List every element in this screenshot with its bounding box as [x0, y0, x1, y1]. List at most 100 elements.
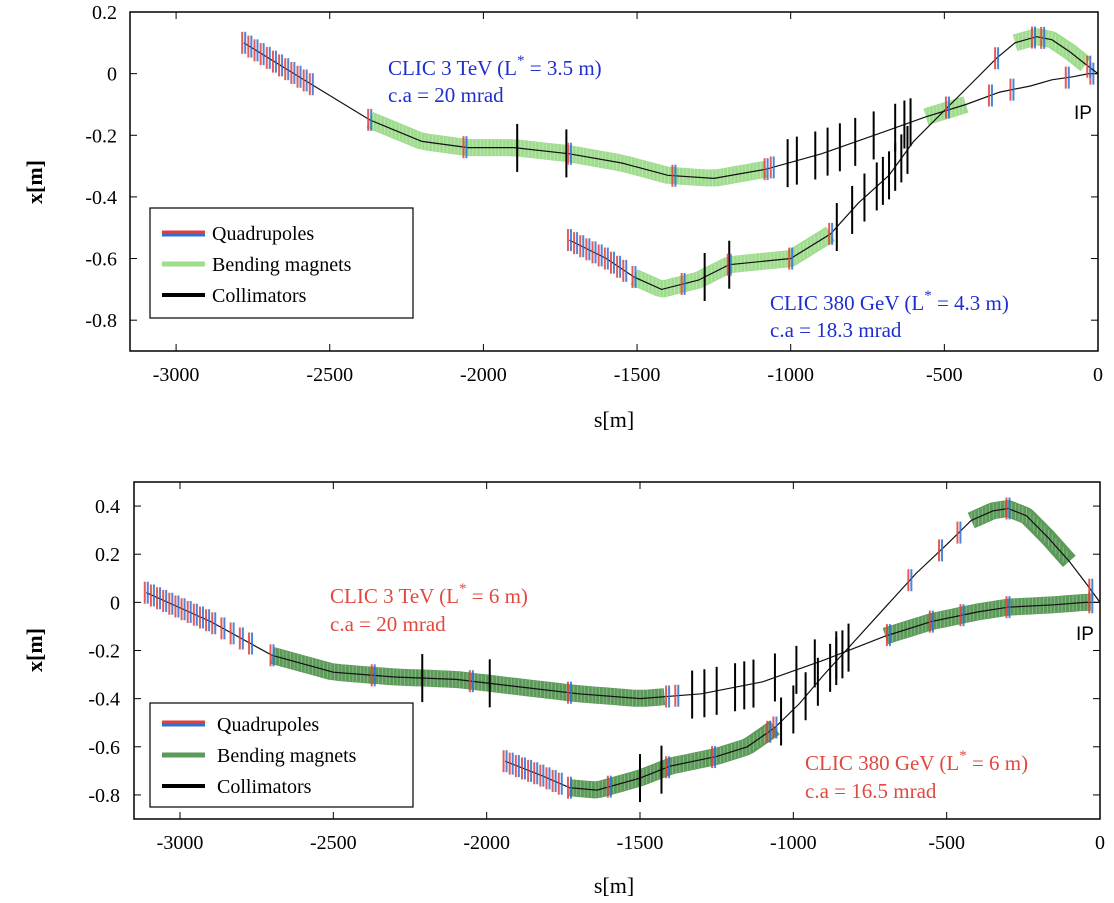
quadrupole-mark	[585, 238, 591, 261]
quadrupole-mark	[631, 266, 637, 289]
annotation-series-1: CLIC 3 TeV (L* = 3.5 m) c.a = 20 mrad	[388, 53, 602, 107]
quadrupole-mark	[603, 247, 609, 270]
quadrupole-mark	[609, 251, 615, 274]
quadrupole-mark	[885, 624, 891, 647]
quadrupole-mark	[769, 156, 775, 179]
quadrupole-mark	[162, 589, 168, 612]
legend-label: Bending magnets	[217, 745, 357, 767]
quadrupole-mark	[168, 592, 174, 615]
x-tick-label: -2500	[306, 364, 353, 386]
y-axis-ticks: 0.2 0 -0.2 -0.4 -0.6 -0.8	[85, 2, 1098, 332]
y-tick-label: 0.2	[92, 2, 117, 24]
quadrupole-mark	[259, 43, 265, 66]
beamline	[146, 592, 1100, 700]
quadrupole-mark	[907, 569, 913, 592]
quadrupole-mark	[462, 136, 468, 159]
quadrupole-mark	[606, 775, 612, 798]
y-tick-label: -0.6	[85, 249, 117, 271]
y-axis-ticks: 0.4 0.2 0 -0.2 -0.4 -0.6 -0.8	[88, 496, 1100, 807]
quadrupole-mark	[597, 244, 603, 267]
quadrupole-mark	[928, 610, 934, 633]
plot-frame	[129, 11, 1099, 352]
y-tick-label: -0.6	[88, 737, 120, 759]
quadrupole-mark	[174, 595, 180, 618]
x-tick-label: 0	[1093, 364, 1103, 386]
quadrupole-mark	[238, 627, 244, 650]
quadrupole-mark	[674, 684, 680, 707]
quadrupole-mark	[1040, 26, 1046, 49]
quadrupole-mark	[302, 69, 308, 92]
quadrupole-mark	[566, 229, 572, 252]
quadrupole-mark	[527, 759, 533, 782]
x-tick-label: -3000	[157, 832, 204, 854]
quadrupole-mark	[265, 46, 271, 69]
x-axis-label: s[m]	[594, 873, 634, 898]
quadrupole-mark	[269, 644, 275, 667]
quadrupole-mark	[772, 716, 778, 739]
x-tick-label: -2000	[460, 364, 507, 386]
svg-text:CLIC 3 TeV (L* = 3.5 m): CLIC 3 TeV (L* = 3.5 m)	[388, 53, 602, 80]
svg-text:CLIC 3 TeV (L* = 6 m): CLIC 3 TeV (L* = 6 m)	[330, 581, 528, 608]
x-axis-ticks: -3000 -2500 -2000 -1500 -1000 -500 0	[153, 12, 1103, 386]
quadrupole-mark	[220, 617, 226, 640]
quadrupole-mark	[247, 35, 253, 58]
legend-entry-collimators: Collimators	[162, 776, 312, 798]
annotation-name-rest: = 6 m)	[467, 584, 528, 608]
annotation-series-2: CLIC 380 GeV (L* = 4.3 m) c.a = 18.3 mra…	[770, 288, 1009, 342]
quadrupole-mark	[370, 664, 376, 687]
quadrupole-mark	[1064, 66, 1070, 89]
quadrupole-mark	[944, 96, 950, 119]
quadrupole-mark	[284, 58, 290, 81]
annotation-name: CLIC 3 TeV (L	[388, 56, 517, 80]
crossing-angle-label: c.a = 20 mrad	[330, 612, 446, 636]
y-tick-label: 0	[110, 592, 120, 614]
quadrupole-mark	[959, 604, 965, 627]
legend-entry-bending-magnets: Bending magnets	[162, 745, 357, 767]
annotation-series-2: CLIC 380 GeV (L* = 6 m) c.a = 16.5 mrad	[805, 748, 1028, 803]
legend-label: Collimators	[217, 776, 312, 798]
quadrupole-mark	[987, 84, 993, 107]
x-tick-label: -500	[928, 832, 965, 854]
crossing-angle-label: c.a = 16.5 mrad	[805, 779, 937, 803]
x-tick-label: -1500	[614, 364, 661, 386]
quadrupole-mark	[622, 259, 628, 282]
legend-label: Bending magnets	[212, 254, 352, 276]
quadrupole-mark	[211, 612, 217, 635]
crossing-angle-label: c.a = 18.3 mrad	[770, 318, 902, 342]
beamline	[504, 507, 1101, 791]
annotation-name: CLIC 380 GeV (L	[770, 291, 924, 315]
quadrupole-mark	[557, 772, 563, 795]
crossing-angle-label: c.a = 20 mrad	[388, 83, 504, 107]
series-1	[143, 581, 1100, 719]
y-tick-label: -0.8	[88, 785, 120, 807]
quadrupole-mark	[1005, 596, 1011, 619]
quadrupole-mark	[198, 606, 204, 629]
legend-entry-bending-magnets: Bending magnets	[162, 254, 352, 276]
legend-label: Collimators	[212, 285, 307, 307]
y-tick-label: -0.2	[85, 125, 117, 147]
quadrupole-mark	[229, 622, 235, 645]
x-tick-label: -3000	[153, 364, 200, 386]
annotation-name-rest: = 3.5 m)	[525, 56, 602, 80]
quadrupole-mark	[205, 609, 211, 632]
y-axis-label: x[m]	[22, 628, 47, 672]
annotation-name-rest: = 6 m)	[967, 751, 1028, 775]
quadrupole-mark	[566, 142, 572, 165]
quadrupole-mark	[1030, 26, 1036, 49]
y-tick-label: 0.4	[95, 496, 120, 518]
quadrupole-mark	[545, 767, 551, 790]
quadrupole-mark	[156, 587, 162, 610]
legend-entry-quadrupoles: Quadrupoles	[162, 714, 319, 736]
quadrupole-mark	[253, 39, 259, 62]
y-tick-label: 0	[107, 64, 117, 86]
quadrupole-mark	[711, 746, 717, 769]
x-tick-label: -1000	[767, 364, 814, 386]
annotation-name: CLIC 3 TeV (L	[330, 584, 459, 608]
annotation-name-rest: = 4.3 m)	[932, 291, 1009, 315]
y-axis-label: x[m]	[22, 160, 47, 204]
quadrupole-mark	[566, 681, 572, 704]
quadrupole-mark	[539, 764, 545, 787]
quadrupole-mark	[1088, 578, 1094, 601]
series-2	[566, 26, 1099, 302]
